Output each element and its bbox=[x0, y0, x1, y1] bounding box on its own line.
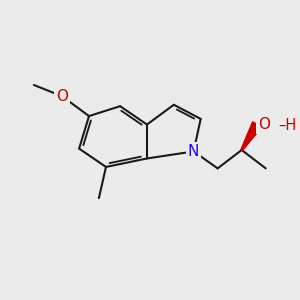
Text: O: O bbox=[56, 89, 68, 104]
Polygon shape bbox=[241, 122, 262, 150]
Text: N: N bbox=[188, 144, 199, 159]
Text: O: O bbox=[258, 117, 270, 132]
Text: –H: –H bbox=[278, 118, 297, 133]
